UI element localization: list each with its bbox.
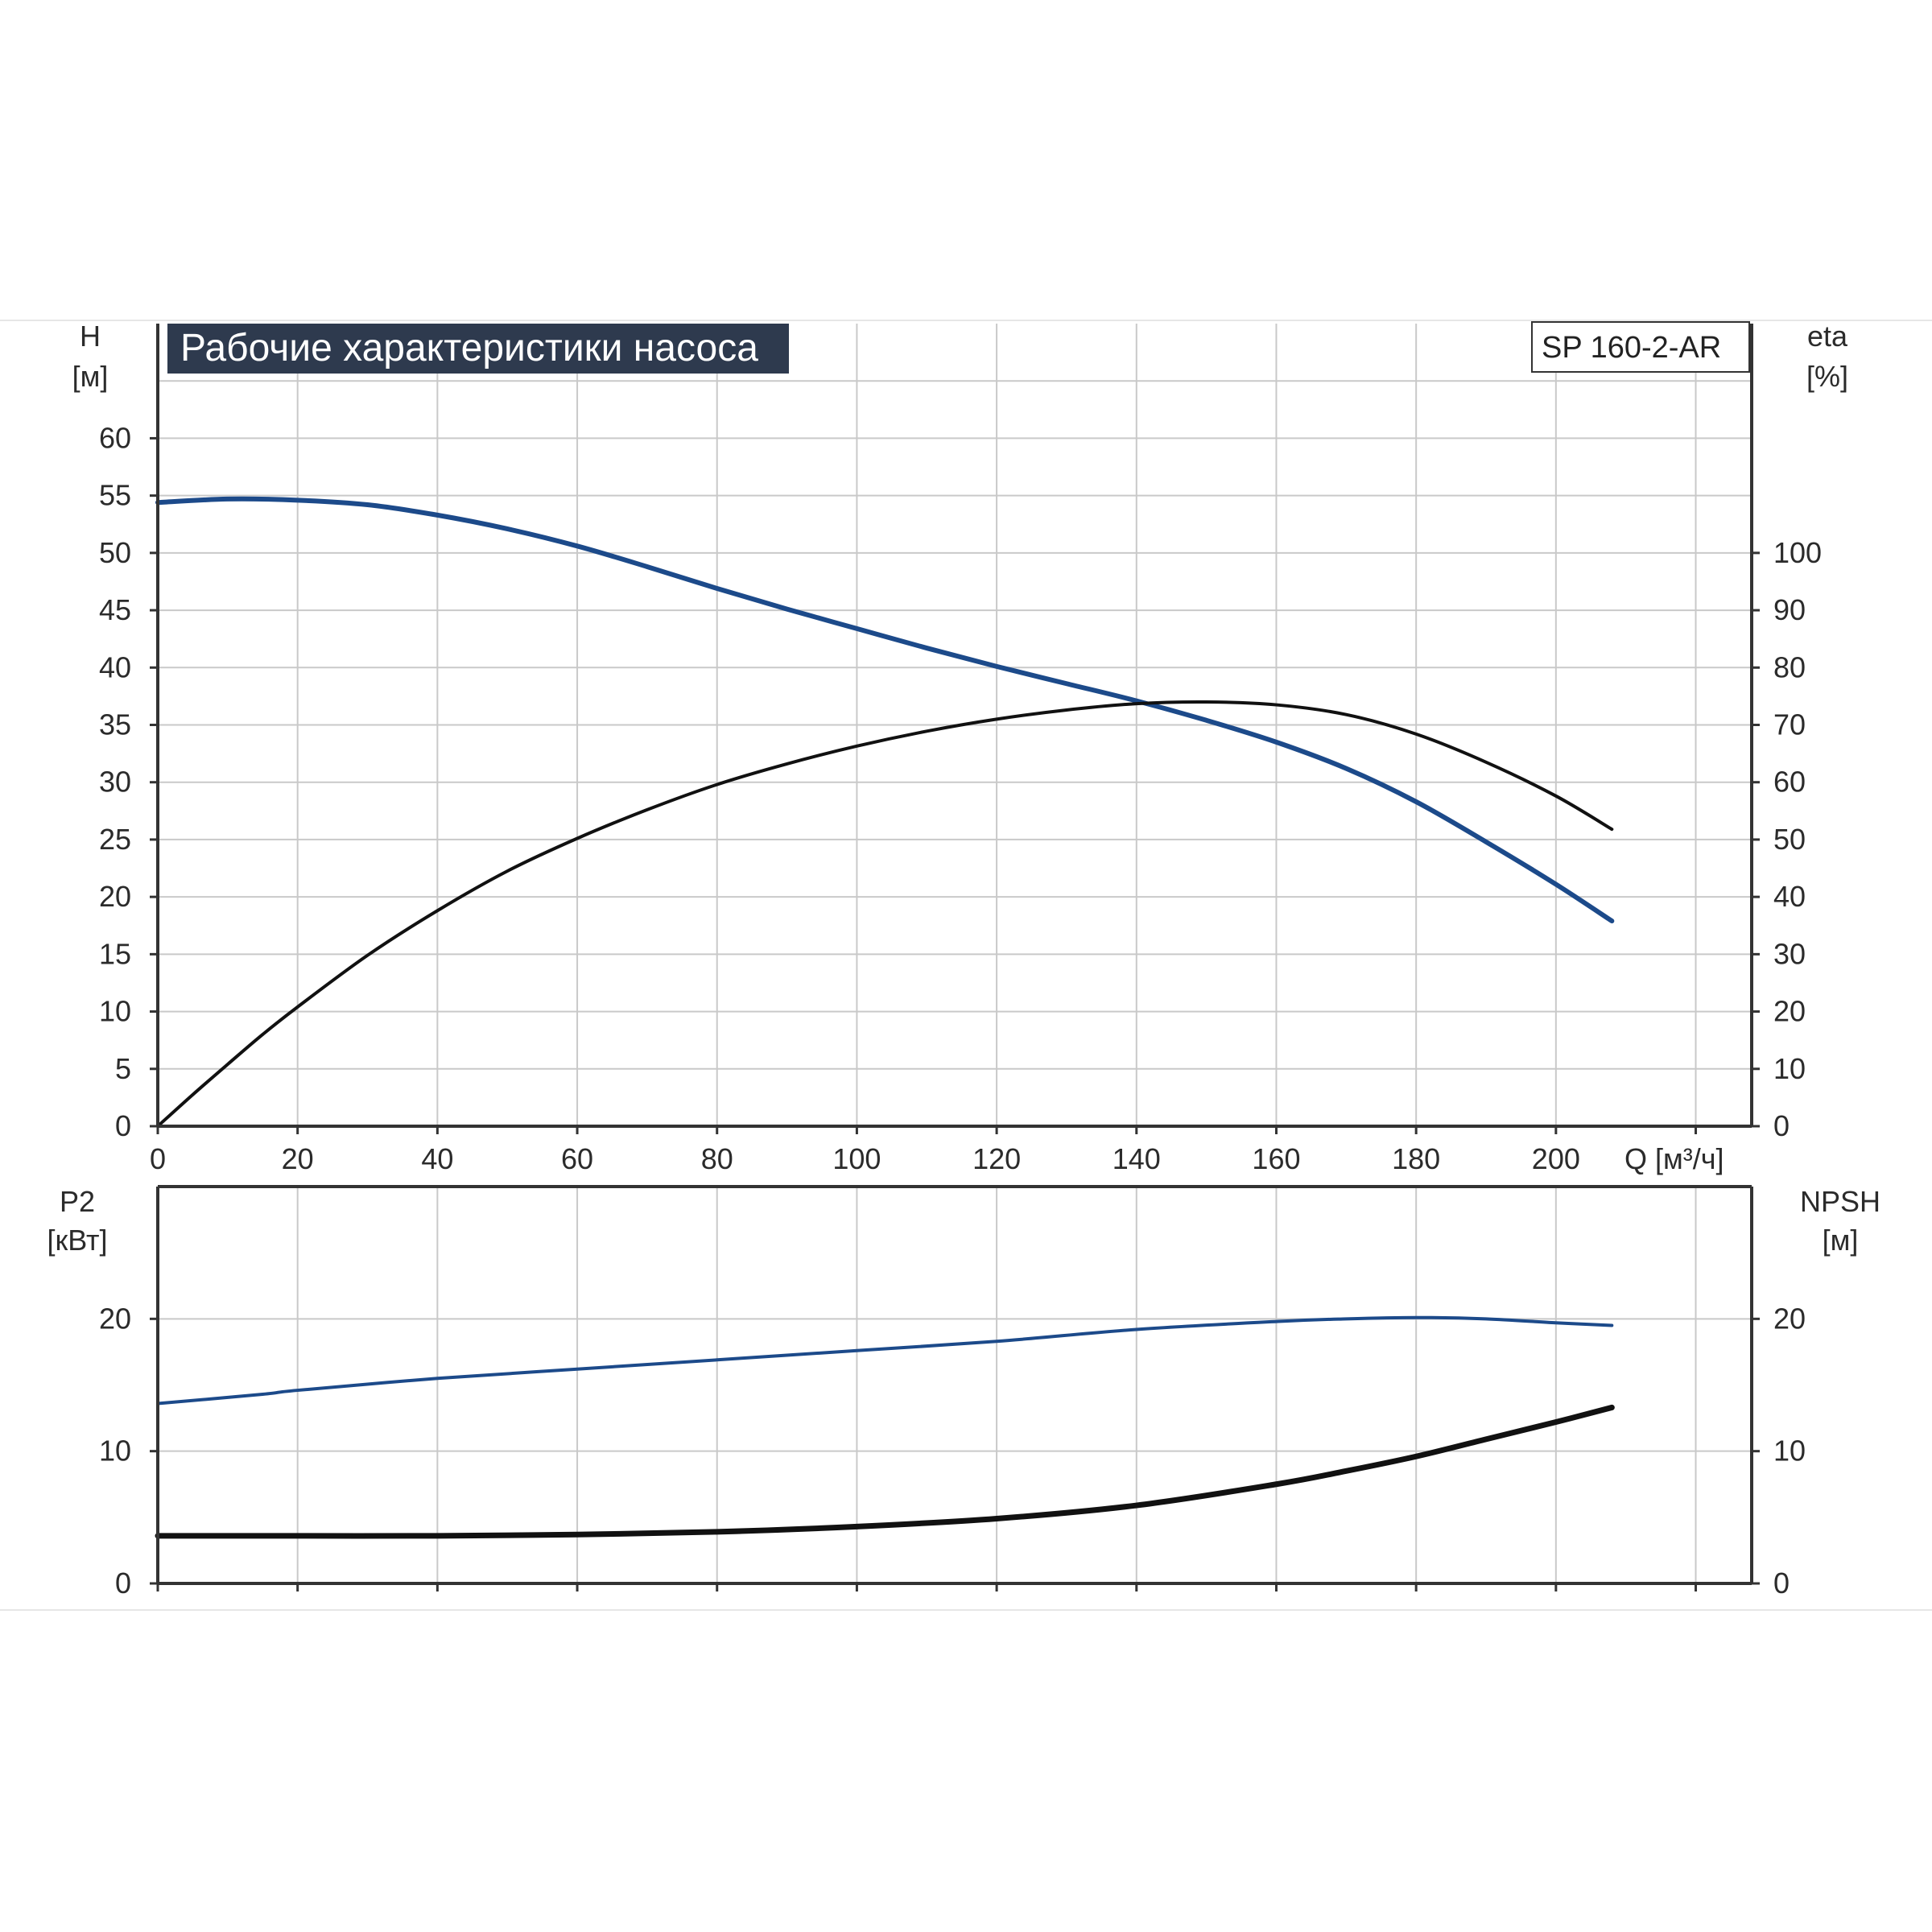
lower-y-right-title-line2: [м]	[1823, 1224, 1859, 1257]
y-right-tick-label: 20	[1773, 995, 1806, 1028]
x-tick-label: 60	[561, 1142, 593, 1175]
x-tick-label: 40	[421, 1142, 453, 1175]
y-left-title-line1: H	[80, 320, 101, 353]
x-tick-label: 120	[972, 1142, 1021, 1175]
y-left-tick-label: 0	[115, 1567, 131, 1600]
y-left-tick-label: 35	[99, 708, 131, 741]
x-tick-label: 0	[150, 1142, 166, 1175]
lower-panel: 0 10 20 0 10 20 P2 [кВт] NPSH [м]	[47, 1185, 1880, 1600]
x-tick-label: 180	[1392, 1142, 1440, 1175]
lower-axes: 0 10 20 0 10 20	[99, 1185, 1806, 1600]
y-left-tick-label: 10	[99, 995, 131, 1028]
y-left-tick-label: 40	[99, 650, 131, 683]
y-right-tick-label: 0	[1773, 1567, 1790, 1600]
y-right-tick-label: 10	[1773, 1052, 1806, 1085]
model-label: SP 160-2-AR	[1542, 331, 1721, 365]
y-right-tick-label: 80	[1773, 650, 1806, 683]
upper-panel: 0 5 10 15 20 25 30 35 40 45 50 55 60 0 10 20 30 40 50 60 70 8…	[72, 320, 1848, 1175]
y-right-tick-label: 40	[1773, 880, 1806, 913]
y-right-tick-label: 0	[1773, 1109, 1790, 1142]
x-tick-label: 80	[701, 1142, 733, 1175]
y-right-tick-label: 90	[1773, 593, 1806, 626]
x-tick-label: 20	[282, 1142, 314, 1175]
y-left-tick-label: 50	[99, 536, 131, 569]
y-right-tick-label: 20	[1773, 1302, 1806, 1335]
upper-axes: 0 5 10 15 20 25 30 35 40 45 50 55 60 0 10 20 30 40 50 60 70 8…	[99, 324, 1822, 1175]
model-label-box	[1531, 321, 1750, 373]
upper-curves	[155, 496, 1615, 1128]
lower-y-left-title-line1: P2	[60, 1185, 95, 1218]
x-axis-title: Q [м³/ч]	[1624, 1142, 1724, 1175]
y-left-tick-label: 20	[99, 880, 131, 913]
upper-series-line-0	[155, 496, 1615, 924]
y-left-tick-label: 0	[115, 1109, 131, 1142]
y-left-tick-label: 45	[99, 593, 131, 626]
y-right-title-line2: [%]	[1806, 360, 1848, 393]
y-left-tick-label: 30	[99, 766, 131, 799]
lower-y-left-title-line2: [кВт]	[47, 1224, 107, 1257]
x-tick-label: 100	[832, 1142, 881, 1175]
lower-series-line-0	[156, 1315, 1614, 1406]
y-right-tick-label: 30	[1773, 937, 1806, 970]
y-left-tick-label: 20	[99, 1302, 131, 1335]
y-right-tick-label: 60	[1773, 766, 1806, 799]
y-right-tick-label: 100	[1773, 536, 1822, 569]
y-right-tick-label: 50	[1773, 823, 1806, 856]
x-tick-label: 160	[1252, 1142, 1300, 1175]
x-tick-label: 140	[1113, 1142, 1161, 1175]
lower-y-right-title-line1: NPSH	[1800, 1185, 1880, 1218]
chart-title-box	[167, 324, 789, 374]
lower-series-line-1	[155, 1404, 1615, 1539]
lower-curves	[155, 1315, 1615, 1539]
y-left-tick-label: 55	[99, 479, 131, 512]
y-left-tick-label: 60	[99, 421, 131, 454]
y-left-tick-label: 15	[99, 937, 131, 970]
x-tick-label: 200	[1532, 1142, 1580, 1175]
y-left-title-line2: [м]	[72, 360, 109, 393]
y-left-tick-label: 5	[115, 1052, 131, 1085]
y-right-tick-label: 70	[1773, 708, 1806, 741]
chart-title: Рабочие характеристики насоса	[180, 327, 758, 369]
y-right-tick-label: 10	[1773, 1435, 1806, 1468]
y-right-title-line1: eta	[1807, 320, 1848, 353]
y-left-tick-label: 10	[99, 1435, 131, 1468]
y-left-tick-label: 25	[99, 823, 131, 856]
upper-series-line-1	[156, 700, 1614, 1128]
